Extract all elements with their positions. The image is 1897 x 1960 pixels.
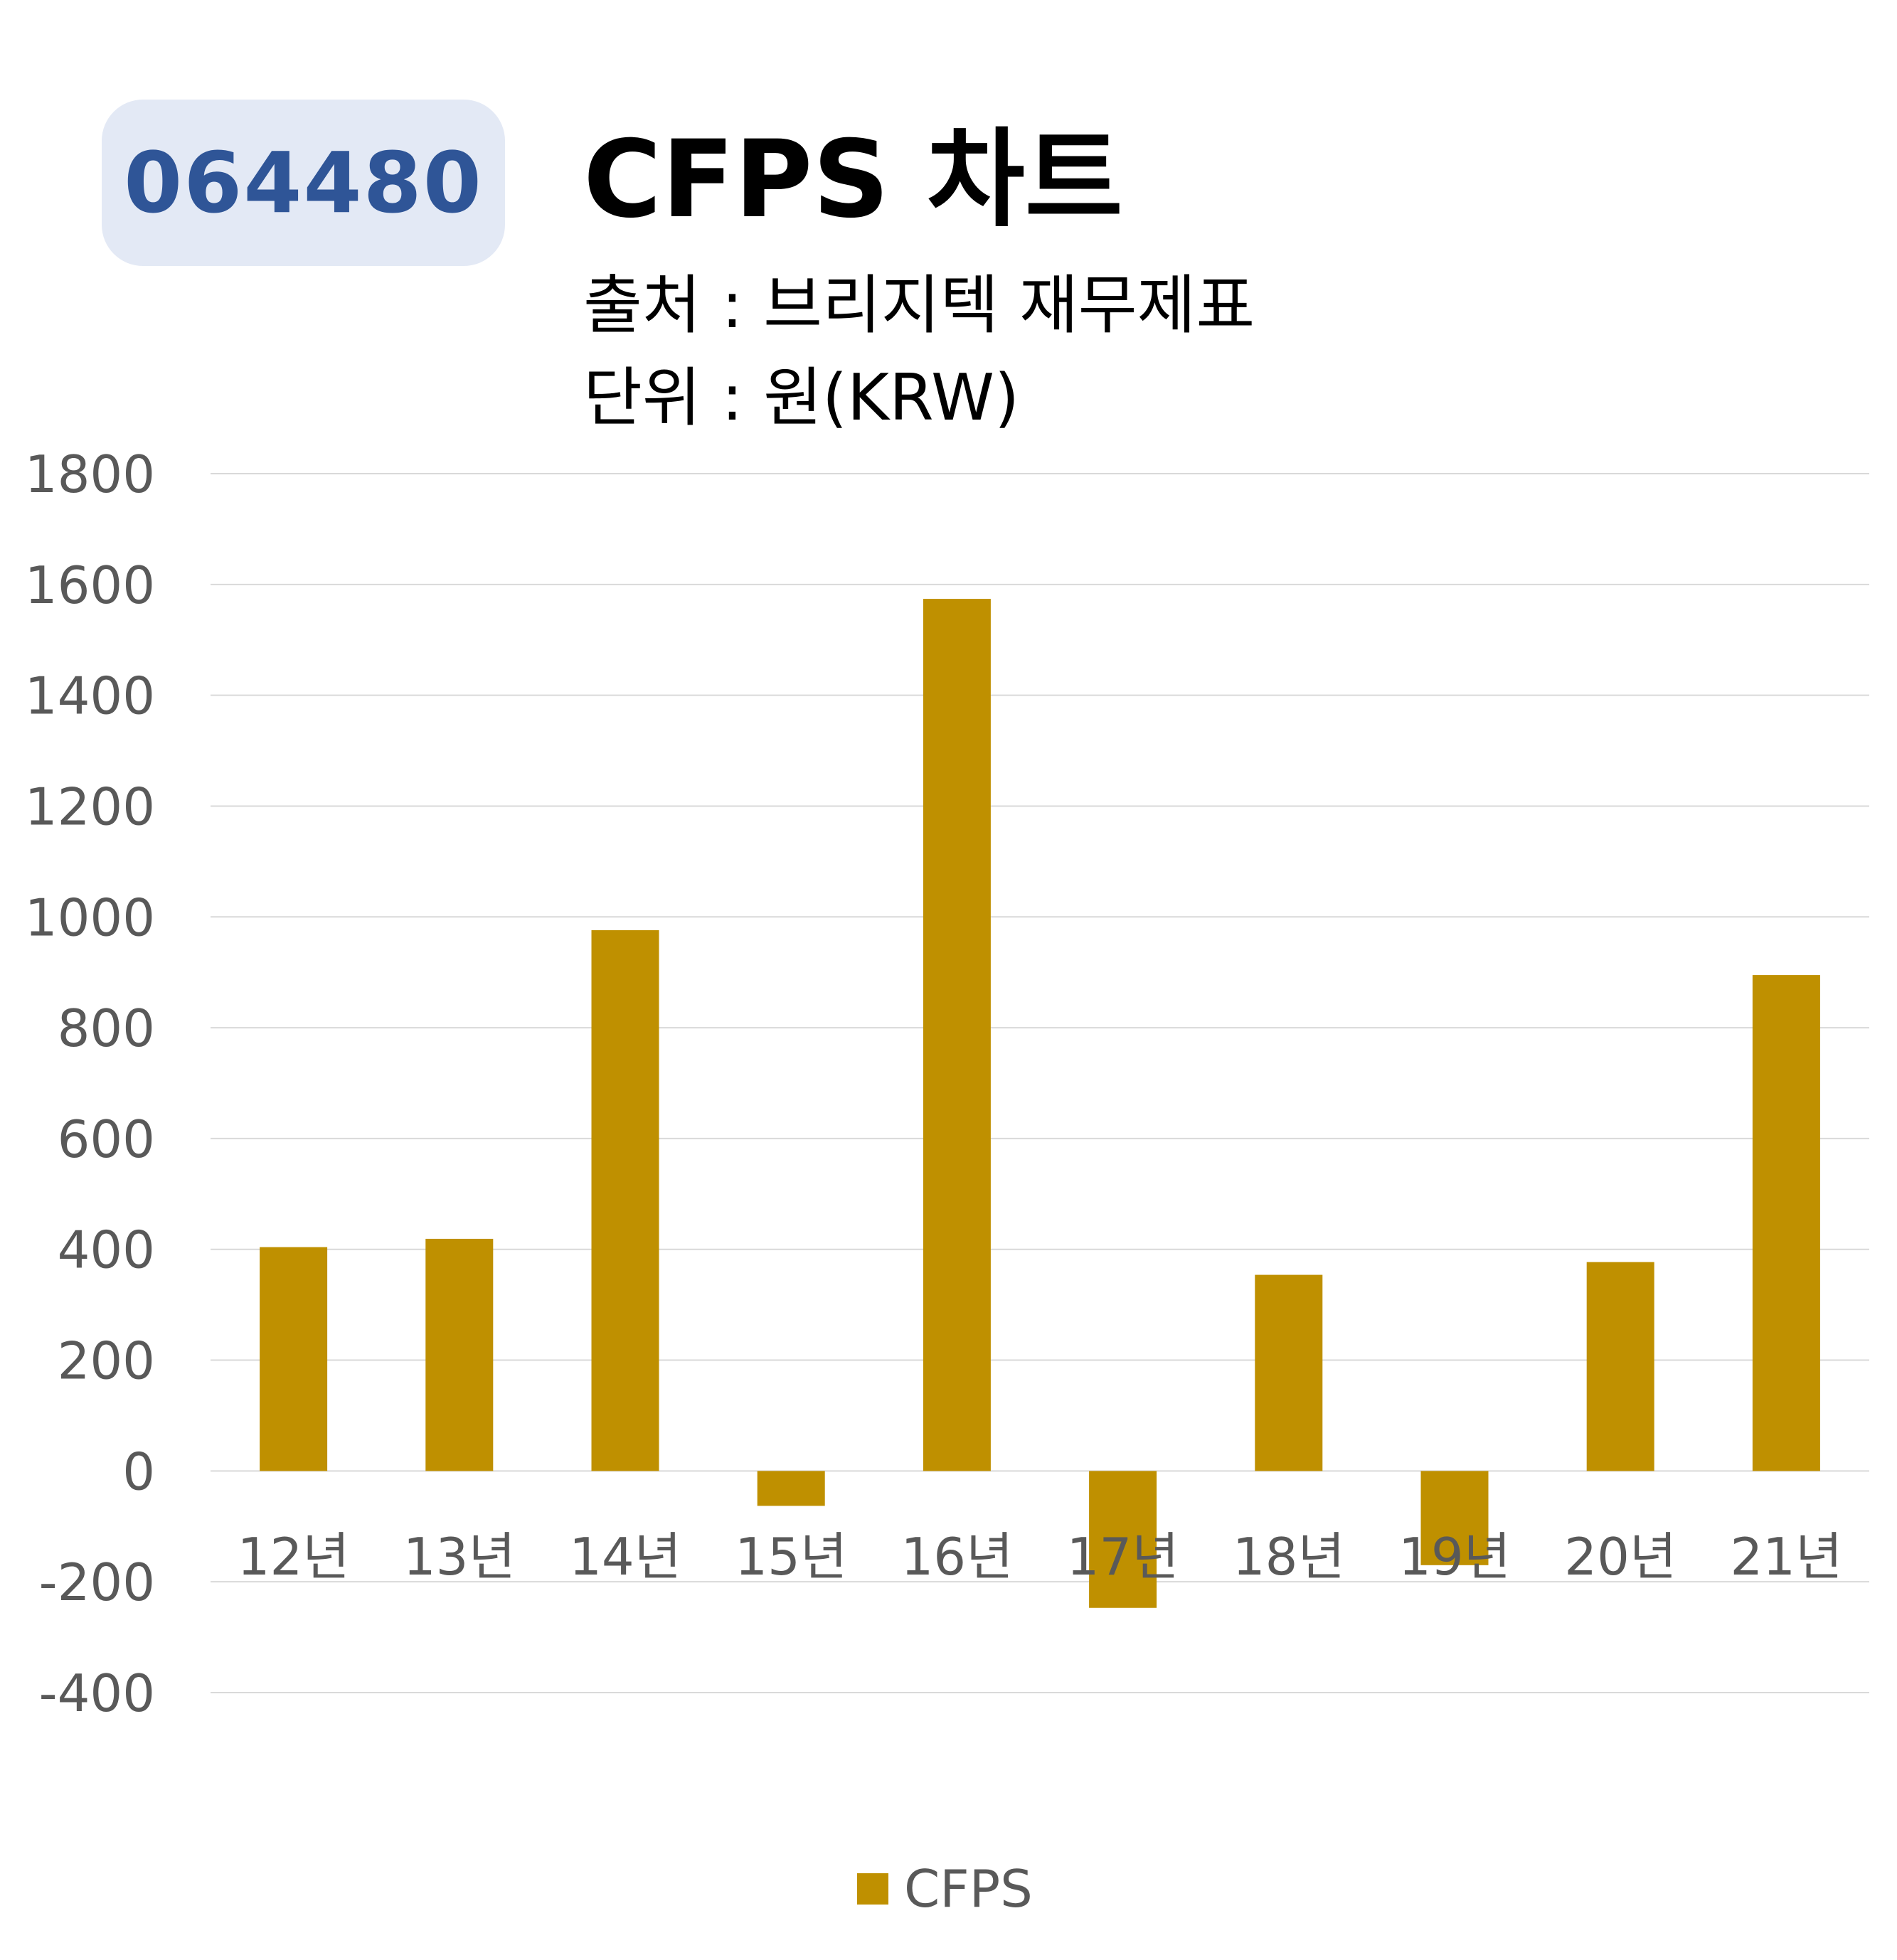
y-tick-label-800: 800 xyxy=(58,998,155,1058)
y-tick-label-1600: 1600 xyxy=(25,555,155,615)
x-tick-label-12년: 12년 xyxy=(238,1527,350,1587)
bar-21년 xyxy=(1752,975,1820,1471)
y-axis-ticks: 1800 1600 1400 1200 1000 800 600 400 200 0 -200 -40… xyxy=(25,444,155,1723)
y-tick-label-400: 400 xyxy=(58,1220,155,1280)
unit-text: 단위 : 원(KRW) xyxy=(583,361,1020,435)
x-tick-label-18년: 18년 xyxy=(1233,1527,1345,1587)
grid-lines xyxy=(211,473,1869,1693)
y-tick-label-1200: 1200 xyxy=(25,777,155,836)
bars xyxy=(260,599,1820,1608)
y-tick-label--200: -200 xyxy=(39,1552,155,1612)
bar-19년 xyxy=(1420,1471,1489,1565)
y-tick-label--400: -400 xyxy=(39,1663,155,1723)
ticker-code: 064480 xyxy=(124,134,483,232)
bar-16년 xyxy=(923,599,991,1471)
source-text: 출처 : 브리지텍 재무제표 xyxy=(583,268,1255,343)
x-tick-label-13년: 13년 xyxy=(403,1527,516,1587)
y-tick-label-600: 600 xyxy=(58,1109,155,1169)
x-tick-label-16년: 16년 xyxy=(900,1527,1013,1587)
y-tick-label-1800: 1800 xyxy=(25,444,155,504)
y-tick-label-0: 0 xyxy=(122,1442,155,1501)
bar-18년 xyxy=(1255,1274,1323,1471)
ticker-badge: 064480 xyxy=(102,100,505,266)
x-tick-label-17년: 17년 xyxy=(1067,1527,1179,1587)
x-tick-label-21년: 21년 xyxy=(1730,1527,1842,1587)
x-tick-label-15년: 15년 xyxy=(735,1527,847,1587)
x-axis-ticks: 12년 13년 14년 15년 16년 17년 18년 19년 20년 21년 xyxy=(238,1527,1843,1587)
x-tick-label-14년: 14년 xyxy=(569,1527,681,1587)
legend: CFPS xyxy=(857,1863,1033,1914)
y-tick-label-1000: 1000 xyxy=(25,888,155,947)
legend-label-cfps: CFPS xyxy=(904,1859,1033,1919)
bar-13년 xyxy=(425,1238,494,1471)
legend-swatch-cfps xyxy=(857,1873,888,1905)
chart-title: CFPS 차트 xyxy=(583,118,1123,242)
y-tick-label-200: 200 xyxy=(58,1331,155,1391)
bar-17년 xyxy=(1089,1471,1157,1608)
bar-12년 xyxy=(260,1247,328,1471)
bar-15년 xyxy=(757,1471,825,1506)
bar-14년 xyxy=(591,930,659,1471)
x-tick-label-20년: 20년 xyxy=(1564,1527,1677,1587)
x-tick-label-19년: 19년 xyxy=(1398,1527,1511,1587)
bar-20년 xyxy=(1586,1262,1654,1471)
y-tick-label-1400: 1400 xyxy=(25,666,155,726)
